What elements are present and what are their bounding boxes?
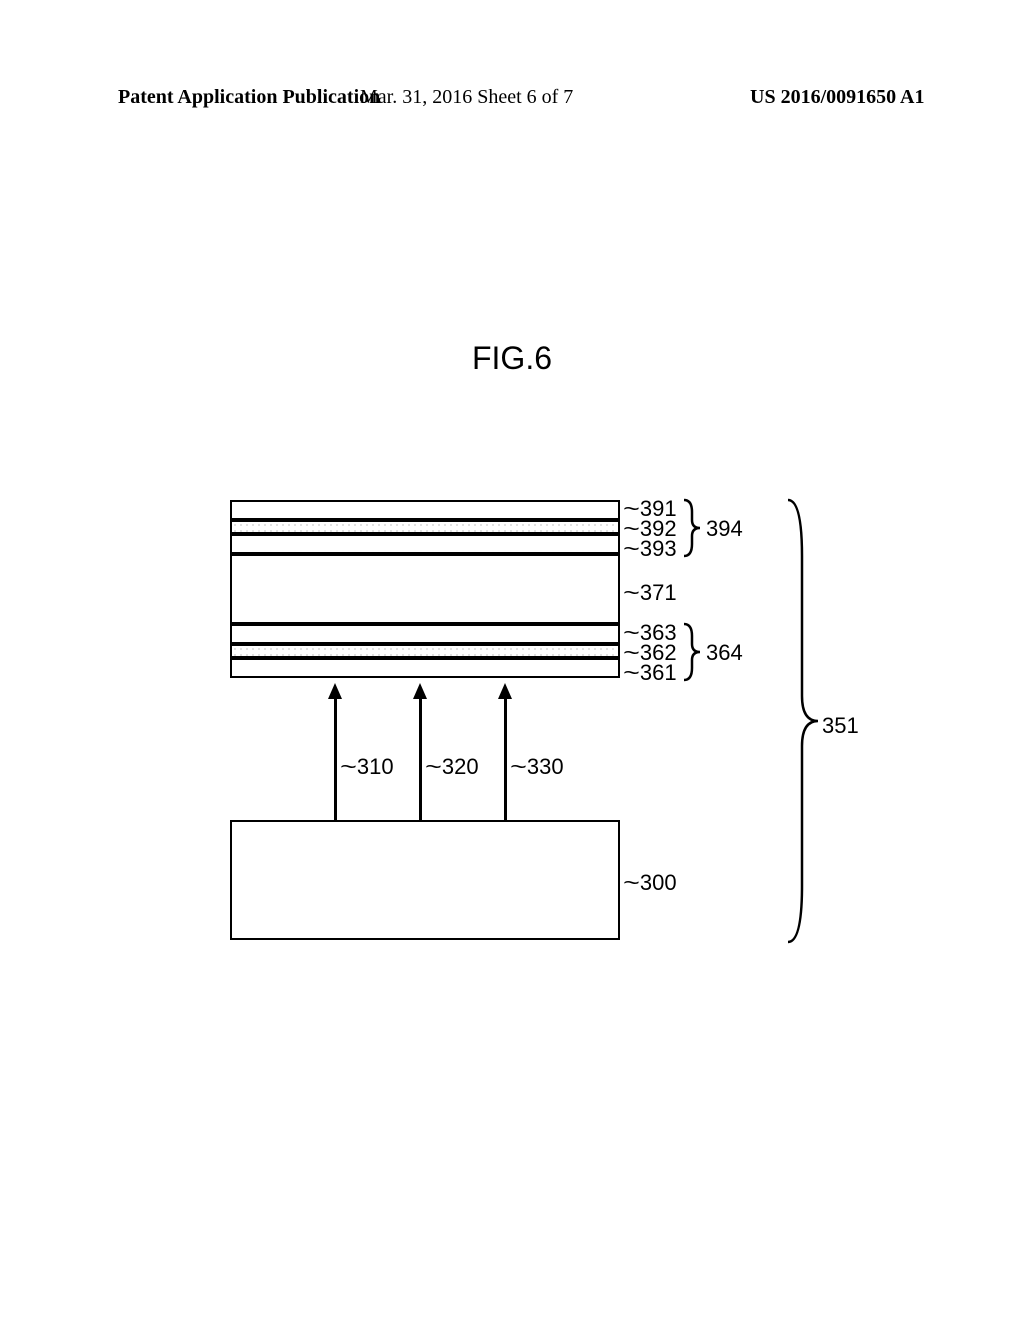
figure-diagram: ~391 ~392 ~393 ~371 ~363 ~362 ~361 ~300 … <box>230 500 870 960</box>
arrow-320 <box>419 698 422 820</box>
ref-361-text: 361 <box>640 660 677 685</box>
ref-320-text: 320 <box>442 754 479 779</box>
ref-330-text: 330 <box>527 754 564 779</box>
layer-371 <box>230 554 620 624</box>
brace-394 <box>682 498 706 558</box>
ref-310-text: 310 <box>357 754 394 779</box>
layer-392 <box>230 520 620 534</box>
ref-393-text: 393 <box>640 536 677 561</box>
ref-330: ~330 <box>512 754 564 780</box>
arrow-310 <box>334 698 337 820</box>
layer-361 <box>230 658 620 678</box>
arrow-head-330 <box>498 683 512 699</box>
ref-351: 351 <box>822 713 859 739</box>
brace-364 <box>682 622 706 682</box>
layer-391 <box>230 500 620 520</box>
patent-page: Patent Application Publication Mar. 31, … <box>0 0 1024 1320</box>
ref-361: ~361 <box>625 660 677 686</box>
ref-320: ~320 <box>427 754 479 780</box>
header-center: Mar. 31, 2016 Sheet 6 of 7 <box>360 86 573 109</box>
ref-371-text: 371 <box>640 580 677 605</box>
layer-362 <box>230 644 620 658</box>
layer-300 <box>230 820 620 940</box>
ref-364: 364 <box>706 640 743 666</box>
arrow-head-310 <box>328 683 342 699</box>
brace-351 <box>786 496 826 946</box>
ref-310: ~310 <box>342 754 394 780</box>
arrow-head-320 <box>413 683 427 699</box>
ref-300: ~300 <box>625 870 677 896</box>
ref-393: ~393 <box>625 536 677 562</box>
ref-300-text: 300 <box>640 870 677 895</box>
arrow-330 <box>504 698 507 820</box>
header-left: Patent Application Publication <box>118 86 380 109</box>
layer-363 <box>230 624 620 644</box>
ref-394: 394 <box>706 516 743 542</box>
figure-title: FIG.6 <box>0 340 1024 377</box>
ref-371: ~371 <box>625 580 677 606</box>
layer-393 <box>230 534 620 554</box>
header-right: US 2016/0091650 A1 <box>750 86 924 109</box>
